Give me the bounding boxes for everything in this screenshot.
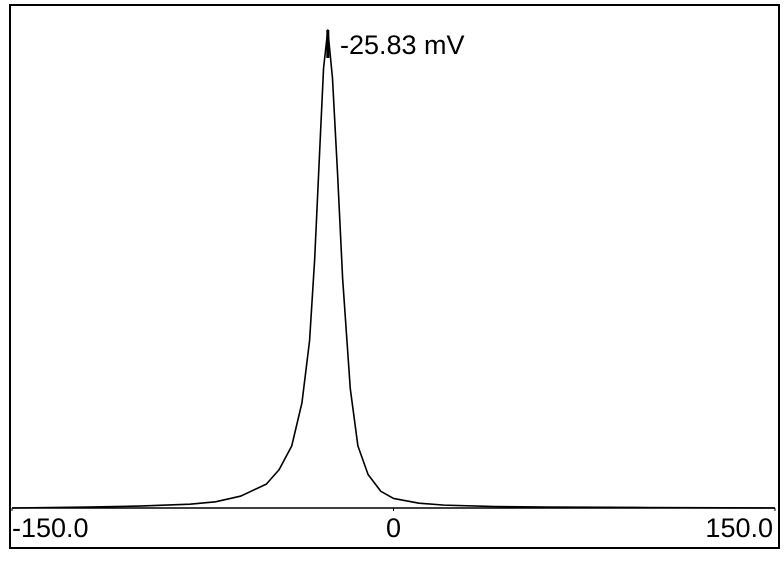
x-tick-label: 150.0 bbox=[705, 513, 773, 543]
frame bbox=[9, 4, 780, 549]
x-tick-label: -150.0 bbox=[12, 513, 89, 543]
x-tick-label: 0 bbox=[386, 513, 401, 543]
peak-annotation: -25.83 mV bbox=[340, 30, 465, 60]
